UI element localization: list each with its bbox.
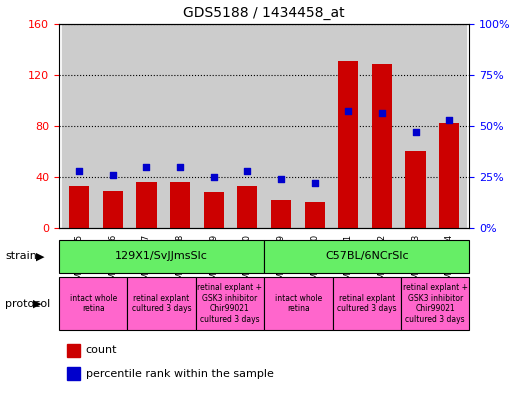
Point [310, 180, 319, 186]
Point [176, 163, 184, 170]
Point [445, 116, 453, 123]
Title: GDS5188 / 1434458_at: GDS5188 / 1434458_at [183, 6, 345, 20]
Bar [264, 277, 332, 330]
Text: retinal explant
cultured 3 days: retinal explant cultured 3 days [337, 294, 397, 313]
Point [142, 163, 150, 170]
Bar [372, 64, 392, 228]
Bar [130, 24, 163, 228]
Bar [401, 277, 469, 330]
Bar [67, 343, 80, 357]
Text: protocol: protocol [5, 299, 50, 309]
Bar [365, 24, 399, 228]
Bar [59, 240, 264, 273]
Bar [67, 367, 80, 380]
Point [277, 176, 285, 182]
Text: strain: strain [5, 252, 37, 261]
Bar [432, 24, 466, 228]
Bar [59, 277, 127, 330]
Bar [331, 24, 365, 228]
Bar [96, 24, 130, 228]
Text: retinal explant +
GSK3 inhibitor
Chir99021
cultured 3 days: retinal explant + GSK3 inhibitor Chir990… [403, 283, 468, 324]
Bar [69, 186, 89, 228]
Bar [264, 24, 298, 228]
Bar [305, 202, 325, 228]
Bar [163, 24, 197, 228]
Text: ▶: ▶ [33, 299, 42, 309]
Point [378, 110, 386, 117]
Point [243, 167, 251, 174]
Point [344, 108, 352, 115]
Bar [399, 24, 432, 228]
Text: intact whole
retina: intact whole retina [275, 294, 322, 313]
Bar [136, 182, 156, 228]
Bar [197, 24, 230, 228]
Text: 129X1/SvJJmsSlc: 129X1/SvJJmsSlc [115, 252, 208, 261]
Bar [439, 123, 459, 228]
Bar [264, 240, 469, 273]
Bar [127, 277, 196, 330]
Bar [103, 191, 123, 228]
Bar [338, 61, 359, 228]
Bar [204, 192, 224, 228]
Bar [230, 24, 264, 228]
Bar [332, 277, 401, 330]
Text: retinal explant +
GSK3 inhibitor
Chir99021
cultured 3 days: retinal explant + GSK3 inhibitor Chir990… [198, 283, 263, 324]
Point [210, 174, 218, 180]
Text: count: count [86, 345, 117, 355]
Bar [298, 24, 331, 228]
Bar [63, 24, 96, 228]
Point [109, 172, 117, 178]
Point [411, 129, 420, 135]
Text: retinal explant
cultured 3 days: retinal explant cultured 3 days [132, 294, 191, 313]
Bar [238, 186, 258, 228]
Bar [196, 277, 264, 330]
Text: percentile rank within the sample: percentile rank within the sample [86, 369, 273, 379]
Text: ▶: ▶ [36, 252, 45, 261]
Text: C57BL/6NCrSlc: C57BL/6NCrSlc [325, 252, 409, 261]
Bar [405, 151, 426, 228]
Point [75, 167, 83, 174]
Text: intact whole
retina: intact whole retina [70, 294, 117, 313]
Bar [170, 182, 190, 228]
Bar [271, 200, 291, 228]
